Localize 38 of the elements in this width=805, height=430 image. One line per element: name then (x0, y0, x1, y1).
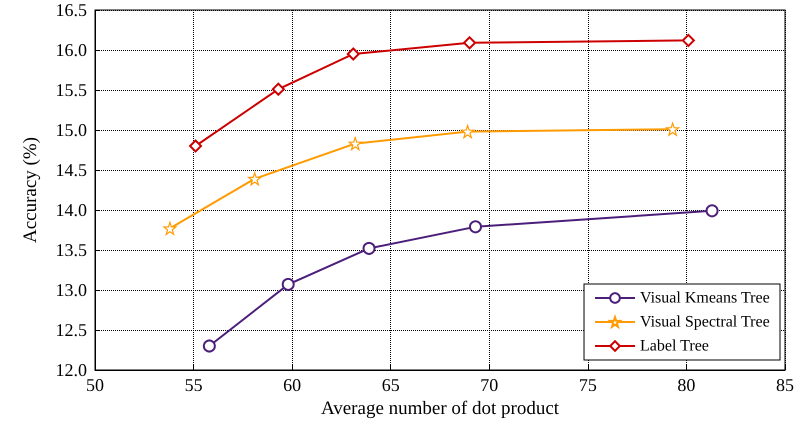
point (202, 340, 216, 352)
point (272, 82, 285, 96)
point (463, 36, 476, 50)
point (189, 140, 202, 152)
x-tick-label: 55 (184, 375, 203, 395)
y-tick-label: 16.0 (56, 40, 87, 60)
point (706, 204, 719, 218)
y-tick-label: 13.5 (56, 240, 87, 260)
point (163, 222, 177, 235)
y-tick-label: 15.5 (56, 80, 87, 100)
x-tick-label: 60 (283, 375, 302, 395)
y-tick-label: 12.5 (56, 320, 87, 340)
legend-label: Visual Spectral Tree (640, 314, 770, 330)
x-axis-title: Average number of dot product (320, 398, 560, 419)
x-tick-label: 65 (382, 375, 400, 395)
y-tick-label: 15.0 (56, 120, 87, 140)
y-tick-label: 16.5 (56, 0, 87, 20)
point (682, 34, 695, 47)
y-tick-label: 13.0 (56, 280, 87, 300)
x-tick-label: 50 (86, 375, 104, 395)
x-tick-label: 75 (578, 375, 597, 395)
point (346, 48, 360, 60)
y-axis-title: Accuracy (%) (20, 136, 41, 244)
point (461, 125, 474, 138)
x-tick-label: 85 (776, 375, 794, 395)
x-tick-label: 70 (480, 375, 498, 395)
y-tick-label: 14.0 (56, 200, 87, 220)
legend-label: Label Tree (640, 338, 709, 354)
y-tick-label: 12.0 (56, 360, 87, 380)
y-tick-label: 14.5 (56, 160, 87, 180)
point (282, 278, 295, 291)
point (348, 137, 362, 150)
legend-label: Visual Kmeans Tree (640, 290, 770, 306)
point (362, 242, 376, 255)
x-tick-label: 80 (677, 375, 696, 395)
point (666, 122, 680, 136)
point (248, 172, 262, 186)
point (468, 220, 482, 234)
